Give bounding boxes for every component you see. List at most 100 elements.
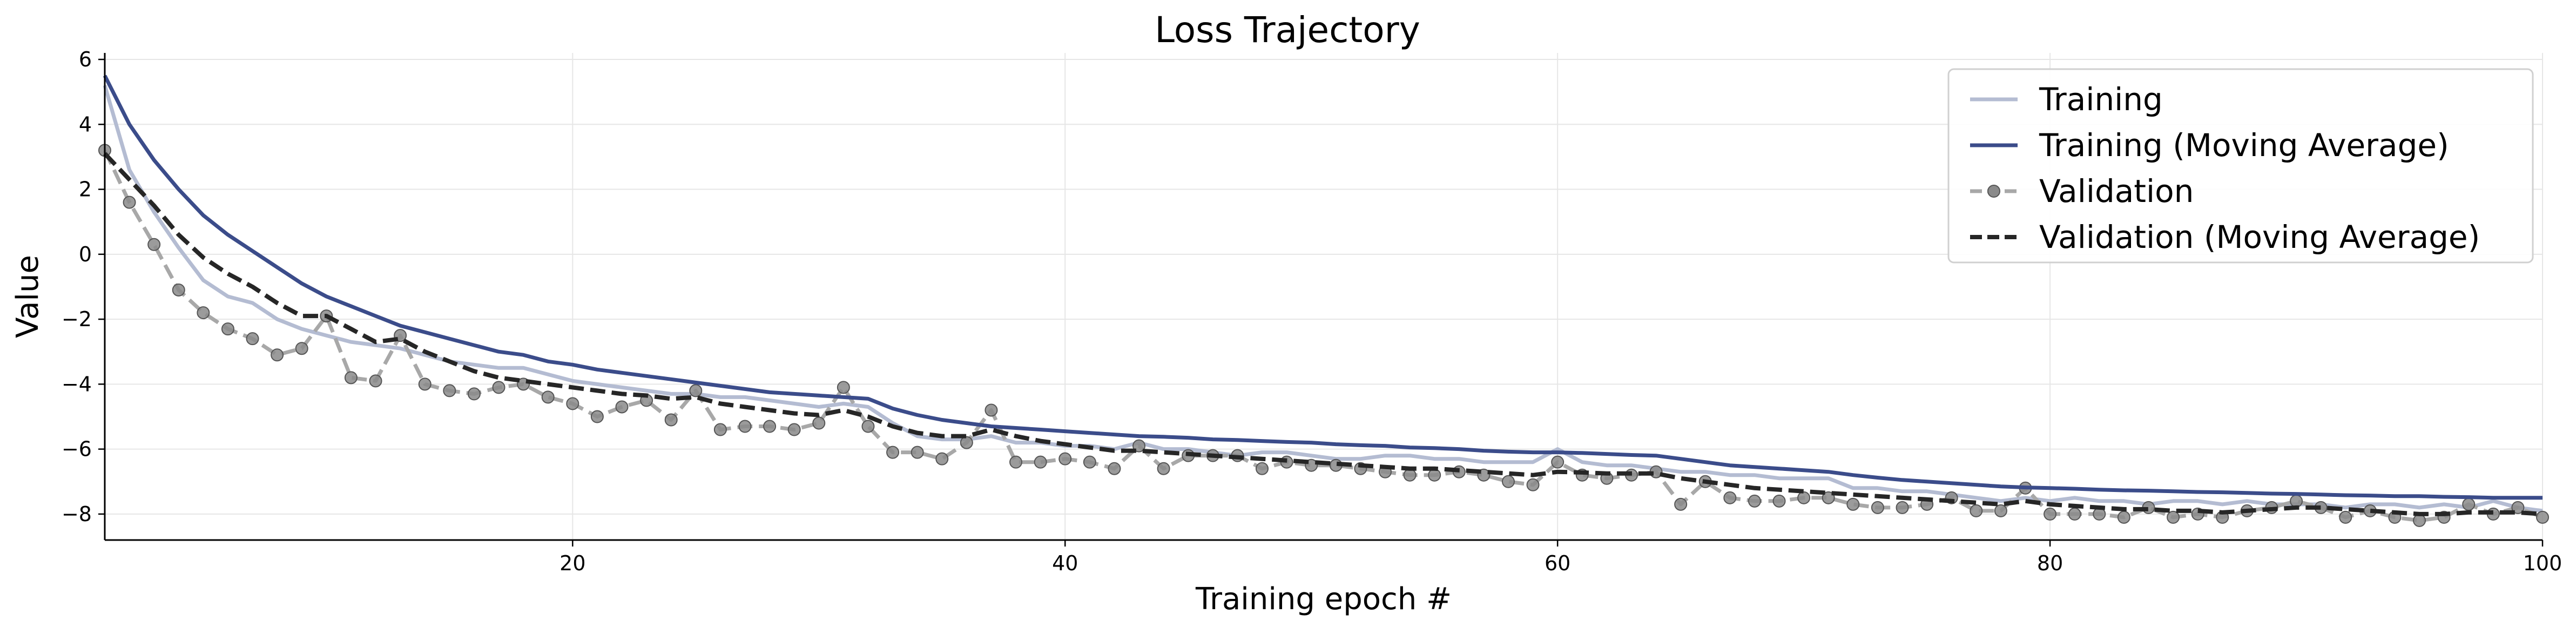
x-tick-label: 60 [1545, 551, 1570, 575]
validation-point [1428, 468, 1441, 482]
validation-point [1748, 494, 1761, 508]
series-layer [98, 75, 2549, 527]
validation-point [1846, 497, 1860, 511]
validation-point [2413, 514, 2426, 527]
validation-point [713, 423, 727, 436]
validation-point [1108, 462, 1121, 475]
series-line [103, 149, 2544, 523]
legend-label: Training (Moving Average) [2039, 127, 2449, 164]
validation-point [1970, 504, 1983, 517]
y-tick-label: −8 [62, 502, 92, 526]
validation-point [763, 420, 777, 433]
validation-point [960, 436, 973, 449]
chart-title: Loss Trajectory [1155, 9, 1420, 51]
legend-label: Training [2039, 81, 2163, 118]
x-tick-label: 80 [2037, 551, 2063, 575]
validation-point [541, 390, 555, 404]
validation-point [1083, 455, 1096, 469]
validation-point [935, 452, 949, 466]
validation-point [1723, 491, 1737, 504]
validation-point [615, 400, 629, 414]
axes [104, 53, 2543, 541]
validation-point [221, 322, 234, 336]
y-tick-label: 6 [79, 48, 92, 71]
validation-point [147, 238, 161, 251]
validation-point [2290, 494, 2303, 508]
validation-point [1994, 504, 2007, 517]
validation-point [2068, 507, 2081, 521]
validation-point [2536, 510, 2549, 524]
legend-marker [1987, 185, 2000, 198]
validation-point [467, 387, 481, 401]
series-training-moving-average [103, 75, 2543, 500]
series-validation [98, 144, 2549, 527]
validation-point [1157, 462, 1170, 475]
validation-point [2339, 510, 2352, 524]
legend-label: Validation (Moving Average) [2039, 219, 2480, 255]
validation-point [295, 342, 308, 355]
y-tick-label: 4 [79, 112, 92, 136]
validation-point [812, 416, 826, 430]
y-tick-label: −2 [62, 307, 92, 331]
legend-box [1947, 68, 2534, 264]
validation-point [197, 306, 210, 320]
series-training [103, 85, 2543, 513]
validation-point [911, 446, 924, 459]
validation-point [418, 377, 431, 391]
validation-point [2511, 501, 2525, 514]
x-tick-label: 100 [2523, 551, 2562, 575]
x-axis-label: Training epoch # [1195, 582, 1452, 617]
validation-point [1034, 455, 1047, 469]
validation-point [123, 195, 136, 209]
series-line [103, 75, 2543, 500]
y-tick-label: 0 [79, 242, 92, 266]
validation-point [172, 283, 185, 296]
validation-point [837, 381, 850, 394]
validation-point [886, 446, 900, 459]
validation-point [1822, 491, 1835, 504]
validation-point [1526, 478, 1540, 491]
validation-point [590, 410, 604, 423]
validation-point [369, 374, 382, 388]
legend: Training Training (Moving Average) Validat… [1947, 68, 2534, 264]
series-validation-moving-average [103, 152, 2543, 516]
y-axis-label: Value [10, 255, 45, 338]
validation-point [1009, 455, 1023, 469]
validation-point [664, 413, 678, 427]
validation-point [1871, 501, 1884, 514]
validation-point [1501, 475, 1515, 488]
validation-point [1256, 462, 1269, 475]
x-tick-label: 40 [1052, 551, 1078, 575]
validation-point [1896, 501, 1909, 514]
validation-point [246, 332, 259, 346]
legend-label: Validation [2039, 173, 2194, 210]
validation-point [443, 384, 456, 397]
x-ticks: 20 40 60 80 100 [559, 540, 2562, 575]
validation-point [787, 423, 801, 436]
validation-point [271, 348, 284, 362]
validation-point [861, 420, 875, 433]
x-tick-label: 20 [559, 551, 585, 575]
validation-point [1674, 497, 1688, 511]
validation-point [1403, 468, 1417, 482]
validation-point [2167, 510, 2180, 524]
validation-point [1551, 455, 1565, 469]
validation-point [984, 403, 998, 417]
validation-point [1797, 491, 1811, 504]
validation-point [738, 420, 752, 433]
y-ticks: −8 −6 −4 −2 0 2 4 6 [62, 48, 105, 526]
validation-point [344, 371, 358, 385]
series-line [103, 85, 2543, 513]
validation-point [2044, 507, 2057, 521]
y-tick-label: −6 [62, 437, 92, 461]
validation-point [1772, 494, 1786, 508]
y-tick-label: 2 [79, 178, 92, 201]
validation-point [1058, 452, 1072, 466]
validation-point [566, 397, 579, 410]
validation-point [2462, 497, 2476, 511]
validation-point [2117, 510, 2130, 524]
validation-point [689, 384, 703, 397]
series-line [103, 152, 2543, 516]
validation-point [492, 381, 505, 394]
